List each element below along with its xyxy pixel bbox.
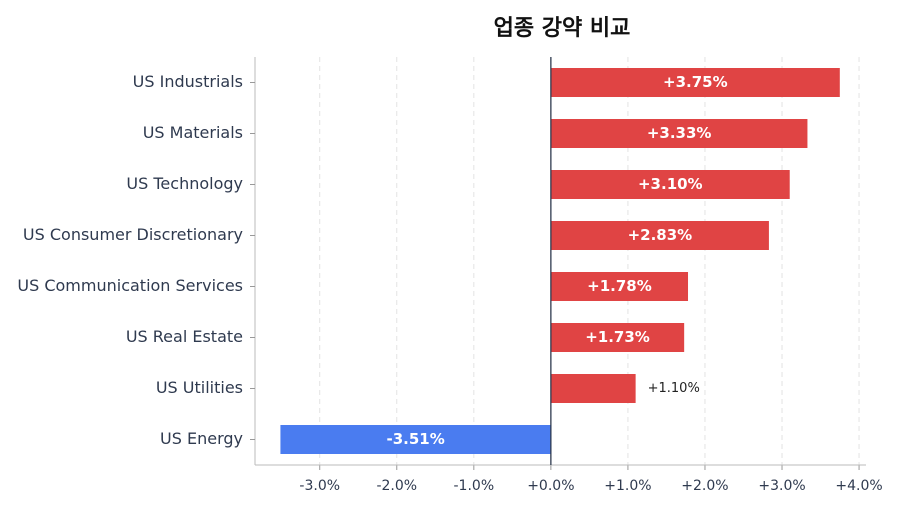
x-tick-label: -2.0% bbox=[376, 478, 417, 494]
y-tick-label: US Communication Services bbox=[17, 276, 243, 295]
bar bbox=[280, 425, 551, 454]
x-tick-label: +4.0% bbox=[835, 478, 882, 494]
value-label: +3.75% bbox=[663, 73, 728, 91]
bar bbox=[550, 119, 808, 148]
x-tick-label: +3.0% bbox=[758, 478, 805, 494]
bar bbox=[550, 323, 685, 352]
x-tick-label: +2.0% bbox=[681, 478, 728, 494]
chart-title: 업종 강약 비교 bbox=[494, 16, 631, 41]
value-label: +3.10% bbox=[638, 175, 703, 193]
bar bbox=[550, 221, 769, 250]
value-label: +1.78% bbox=[587, 277, 652, 295]
value-label: +2.83% bbox=[628, 226, 693, 244]
bar bbox=[550, 68, 840, 97]
bar bbox=[550, 170, 790, 199]
value-label: -3.51% bbox=[387, 430, 445, 448]
y-tick-label: US Energy bbox=[160, 429, 243, 448]
x-tick-label: -3.0% bbox=[299, 478, 340, 494]
x-tick-label: -1.0% bbox=[454, 478, 495, 494]
y-tick-label: US Consumer Discretionary bbox=[23, 225, 243, 244]
y-tick-label: US Real Estate bbox=[126, 327, 243, 346]
value-label: +3.33% bbox=[647, 124, 712, 142]
y-tick-label: US Utilities bbox=[156, 378, 243, 397]
y-tick-label: US Technology bbox=[126, 174, 243, 193]
bar bbox=[550, 272, 689, 301]
x-tick-label: +0.0% bbox=[527, 478, 574, 494]
y-tick-label: US Industrials bbox=[133, 72, 243, 91]
x-tick-label: +1.0% bbox=[604, 478, 651, 494]
value-label: +1.73% bbox=[585, 328, 650, 346]
bar bbox=[550, 374, 636, 403]
value-label: +1.10% bbox=[648, 381, 700, 396]
y-tick-label: US Materials bbox=[143, 123, 243, 142]
